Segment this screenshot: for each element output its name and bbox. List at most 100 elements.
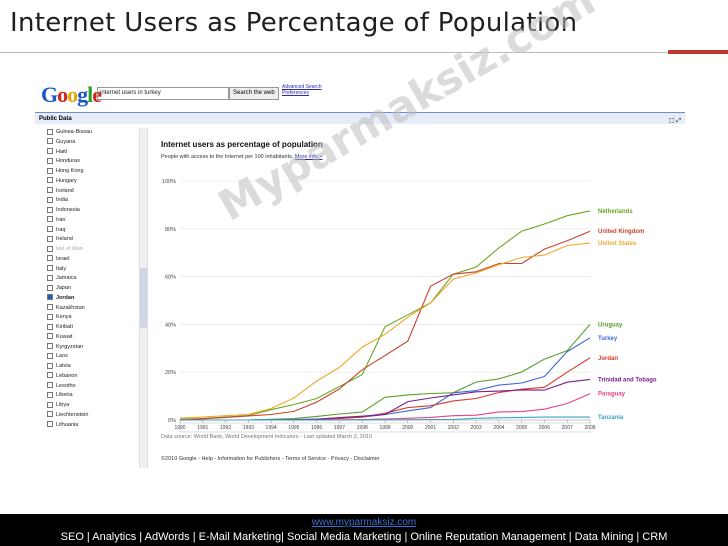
x-tick-label: 1998	[357, 425, 368, 431]
checkbox-icon[interactable]	[47, 265, 53, 272]
footer-url[interactable]: www.myparmaksiz.com	[311, 517, 417, 528]
country-item[interactable]: Lesotho	[35, 382, 147, 392]
country-item[interactable]: Ireland	[35, 235, 147, 245]
checkbox-icon[interactable]	[47, 157, 53, 164]
chart-title: Internet users as percentage of populati…	[161, 140, 323, 149]
country-item[interactable]: Haiti	[35, 148, 147, 158]
country-item[interactable]: Jordan	[35, 294, 147, 304]
checkbox-icon[interactable]	[47, 226, 53, 233]
checkbox-icon[interactable]	[47, 391, 53, 398]
y-tick-label: 100%	[162, 179, 176, 185]
preferences-link[interactable]: Preferences	[282, 90, 309, 96]
checkbox-icon[interactable]	[47, 411, 53, 418]
checkbox-icon[interactable]	[47, 148, 53, 155]
checkbox-icon[interactable]	[47, 401, 53, 408]
country-item[interactable]: Libya	[35, 401, 147, 411]
checkbox-icon[interactable]	[47, 333, 53, 340]
checkbox-icon[interactable]	[47, 313, 53, 320]
country-label: Hong Kong	[56, 168, 84, 174]
country-item[interactable]: Israel	[35, 255, 147, 265]
time-slider	[179, 422, 591, 433]
checkbox-icon[interactable]	[47, 167, 53, 174]
country-item[interactable]: Iceland	[35, 187, 147, 197]
country-item[interactable]: Kiribati	[35, 323, 147, 333]
checkbox-icon[interactable]	[47, 235, 53, 242]
checkbox-icon[interactable]	[47, 362, 53, 369]
x-tick-label: 2007	[562, 425, 573, 431]
country-label: Kiribati	[56, 324, 73, 330]
checkbox-icon[interactable]	[47, 245, 53, 252]
x-tick-label: 1997	[334, 425, 345, 431]
checkbox-icon[interactable]	[47, 196, 53, 203]
country-label: Iceland	[56, 187, 74, 194]
country-label: Kenya	[56, 314, 72, 321]
search-button[interactable]: Search the web	[229, 87, 279, 100]
scroll-thumb[interactable]	[140, 268, 147, 328]
country-item[interactable]: Kyrgyzstan	[35, 343, 147, 353]
country-item[interactable]: Indonesia	[35, 206, 147, 216]
checkbox-icon[interactable]	[47, 421, 53, 428]
checkbox-icon[interactable]	[47, 372, 53, 379]
country-item[interactable]: Lebanon	[35, 372, 147, 382]
checkbox-icon[interactable]	[47, 274, 53, 281]
maximize-icon[interactable]: ⬚ ⤢	[668, 118, 681, 124]
public-data-bar: Public Data ⬚ ⤢	[35, 112, 685, 124]
country-item[interactable]: Laos	[35, 352, 147, 362]
country-item[interactable]: Jamaica	[35, 274, 147, 284]
country-label: Isle of Man	[56, 246, 83, 252]
country-item[interactable]: Isle of Man	[35, 245, 147, 255]
country-label: Japan	[56, 285, 71, 291]
checkbox-icon[interactable]	[47, 382, 53, 389]
series-line	[179, 230, 591, 421]
country-item[interactable]: Hong Kong	[35, 167, 147, 177]
public-data-label: Public Data	[39, 116, 72, 122]
advanced-search-link[interactable]: Advanced Search	[282, 84, 322, 90]
series-label: Netherlands	[598, 209, 633, 215]
country-label: Iran	[56, 216, 66, 223]
country-item[interactable]: Liechtenstein	[35, 411, 147, 421]
google-footer-links: ©2010 Google - Help - Information for Pu…	[161, 456, 380, 462]
more-info-link[interactable]: More info »	[294, 154, 323, 160]
country-item[interactable]: Kuwait	[35, 333, 147, 343]
country-label: Kazakhstan	[56, 304, 85, 311]
checkbox-icon[interactable]	[47, 304, 53, 311]
checkbox-icon[interactable]	[47, 343, 53, 350]
country-item[interactable]: Hungary	[35, 177, 147, 187]
country-item[interactable]: Guyana	[35, 138, 147, 148]
country-item[interactable]: Iraq	[35, 226, 147, 236]
country-item[interactable]: Liberia	[35, 391, 147, 401]
country-item[interactable]: Kenya	[35, 313, 147, 323]
country-list-scrollbar[interactable]	[139, 128, 147, 468]
country-label: Ireland	[56, 236, 73, 243]
checkbox-icon[interactable]	[47, 177, 53, 184]
checkbox-icon[interactable]	[47, 206, 53, 213]
checkbox-icon[interactable]	[47, 284, 53, 291]
chart-subtitle-text: People with access to the Internet per 1…	[161, 154, 294, 160]
x-tick-label: 1994	[266, 425, 277, 431]
x-tick-label: 2005	[516, 425, 527, 431]
country-item[interactable]: India	[35, 196, 147, 206]
line-chart: 0%20%40%60%80%100%1990 1991 1992 1993 1994 19…	[162, 179, 657, 433]
checkbox-icon[interactable]	[47, 352, 53, 359]
country-item[interactable]: Kazakhstan	[35, 304, 147, 314]
checkbox-icon[interactable]	[47, 216, 53, 223]
country-item[interactable]: Iran	[35, 216, 147, 226]
country-item[interactable]: Latvia	[35, 362, 147, 372]
x-tick-label: 2001	[425, 425, 436, 431]
search-input[interactable]: internet users in turkey	[97, 87, 229, 100]
country-item[interactable]: Lithuania	[35, 421, 147, 431]
country-label: Kyrgyzstan	[56, 343, 84, 350]
series-label: Trinidad and Tobago	[598, 377, 657, 383]
x-tick-label: 2000	[402, 425, 413, 431]
checkbox-icon[interactable]	[47, 187, 53, 194]
country-item[interactable]: Japan	[35, 284, 147, 294]
country-item[interactable]: Italy	[35, 265, 147, 275]
checkbox-icon[interactable]	[47, 255, 53, 262]
country-item[interactable]: Honduras	[35, 157, 147, 167]
checkbox-icon[interactable]	[47, 128, 53, 135]
country-item[interactable]: Guinea-Bissau	[35, 128, 147, 138]
series-label: Tanzania	[598, 415, 624, 421]
checkbox-icon[interactable]	[47, 138, 53, 145]
checkbox-icon[interactable]	[47, 323, 53, 330]
checkbox-icon[interactable]	[47, 294, 53, 301]
